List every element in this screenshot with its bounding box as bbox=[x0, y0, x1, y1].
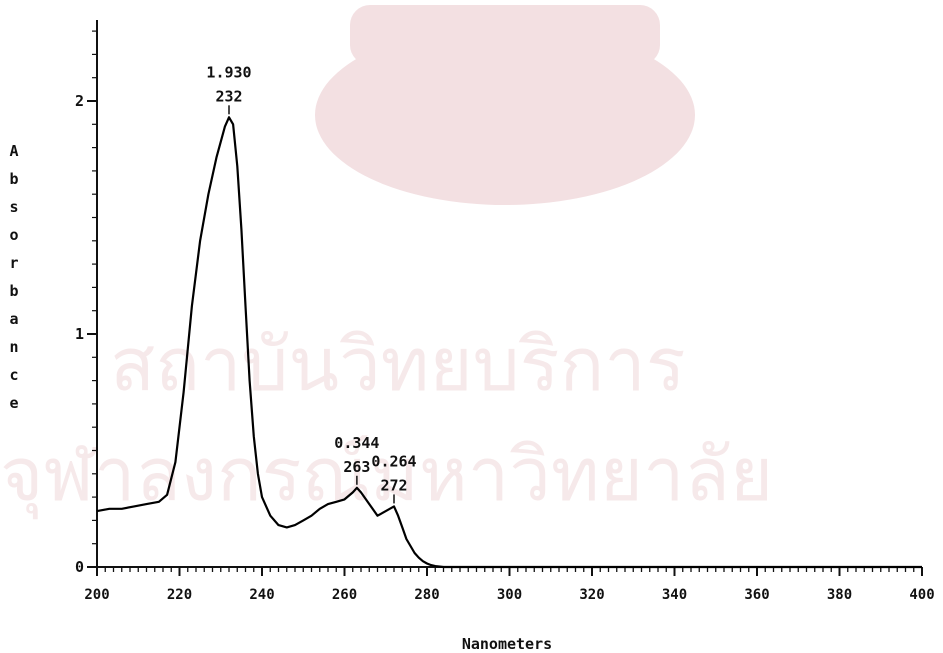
y-axis-label-letter: b bbox=[9, 282, 19, 300]
watermark-text-line2: จุฬาลงกรณ์มหาวิทยาลัย bbox=[0, 432, 773, 520]
watermark-seal bbox=[315, 5, 695, 205]
absorbance-line bbox=[96, 116, 922, 569]
y-axis-label-letter: r bbox=[9, 254, 19, 272]
y-tick-labels: 0 1 2 bbox=[75, 92, 84, 576]
x-tick-label: 340 bbox=[662, 587, 687, 603]
y-tick-label: 1 bbox=[75, 325, 84, 343]
x-tick-label: 360 bbox=[744, 587, 769, 603]
watermark-text-line1: สถาบันวิทยบริการ bbox=[110, 322, 686, 408]
peak-wavelength-label: 263 bbox=[343, 458, 370, 476]
y-axis-label-letter: s bbox=[9, 198, 19, 216]
x-tick-label: 220 bbox=[167, 587, 192, 603]
y-axis-label-letter: e bbox=[9, 394, 19, 412]
x-axis-label: Nanometers bbox=[462, 635, 552, 653]
y-axis-label-letter: A bbox=[9, 142, 19, 160]
peak-wavelength-label: 232 bbox=[215, 87, 242, 105]
y-axis-label-letter: a bbox=[9, 310, 19, 328]
peak-value-label: 0.264 bbox=[371, 452, 416, 470]
x-tick-label: 400 bbox=[909, 587, 934, 603]
tick-marks bbox=[87, 30, 923, 576]
x-tick-label: 200 bbox=[84, 587, 109, 603]
peak-value-label: 1.930 bbox=[206, 63, 251, 81]
y-axis-label-letter: b bbox=[9, 170, 19, 188]
y-axis-label-letter: o bbox=[9, 226, 19, 244]
y-axis-label-letter: n bbox=[9, 338, 19, 356]
x-tick-label: 260 bbox=[332, 587, 357, 603]
y-tick-label: 2 bbox=[75, 92, 84, 110]
x-tick-label: 240 bbox=[249, 587, 274, 603]
peak-annotations: 232 1.930 263 0.344 272 0.264 bbox=[206, 63, 417, 504]
y-tick-label: 0 bbox=[75, 558, 84, 576]
x-tick-labels: 200 220 240 260 280 300 320 340 360 380 400 bbox=[84, 587, 934, 603]
x-tick-label: 280 bbox=[414, 587, 439, 603]
series-group bbox=[96, 116, 922, 569]
x-tick-label: 320 bbox=[579, 587, 604, 603]
x-tick-label: 300 bbox=[497, 587, 522, 603]
peak-value-label: 0.344 bbox=[334, 434, 379, 452]
peak-wavelength-label: 272 bbox=[380, 476, 407, 494]
y-axis-label-letter: c bbox=[9, 366, 19, 384]
x-tick-label: 380 bbox=[827, 587, 852, 603]
